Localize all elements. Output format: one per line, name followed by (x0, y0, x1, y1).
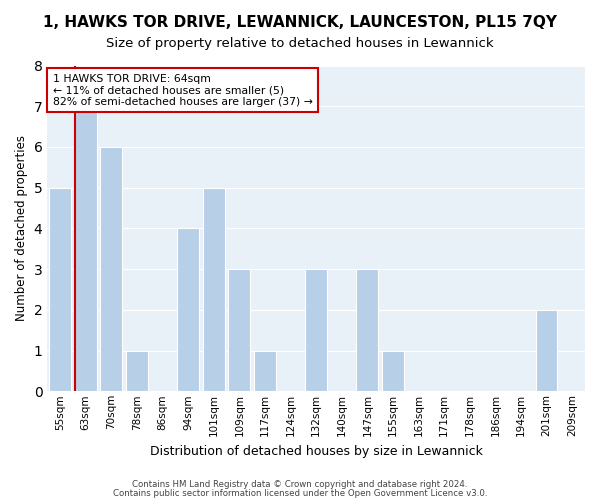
Bar (100, 147, 122, 392)
Text: 1, HAWKS TOR DRIVE, LEWANNICK, LAUNCESTON, PL15 7QY: 1, HAWKS TOR DRIVE, LEWANNICK, LAUNCESTO… (43, 15, 557, 30)
Bar (49, 188, 71, 392)
Bar (126, 350, 148, 392)
Bar (203, 188, 224, 392)
Text: 1 HAWKS TOR DRIVE: 64sqm
← 11% of detached houses are smaller (5)
82% of semi-de: 1 HAWKS TOR DRIVE: 64sqm ← 11% of detach… (53, 74, 313, 107)
Bar (177, 228, 199, 392)
Bar (305, 269, 327, 392)
Bar (254, 350, 276, 392)
Text: Contains HM Land Registry data © Crown copyright and database right 2024.: Contains HM Land Registry data © Crown c… (132, 480, 468, 489)
Text: Contains public sector information licensed under the Open Government Licence v3: Contains public sector information licen… (113, 488, 487, 498)
Text: Size of property relative to detached houses in Lewannick: Size of property relative to detached ho… (106, 38, 494, 51)
Bar (356, 269, 378, 392)
Bar (75, 106, 97, 392)
Bar (229, 269, 250, 392)
X-axis label: Distribution of detached houses by size in Lewannick: Distribution of detached houses by size … (150, 444, 482, 458)
Y-axis label: Number of detached properties: Number of detached properties (15, 136, 28, 322)
Bar (536, 310, 557, 392)
Bar (382, 350, 404, 392)
